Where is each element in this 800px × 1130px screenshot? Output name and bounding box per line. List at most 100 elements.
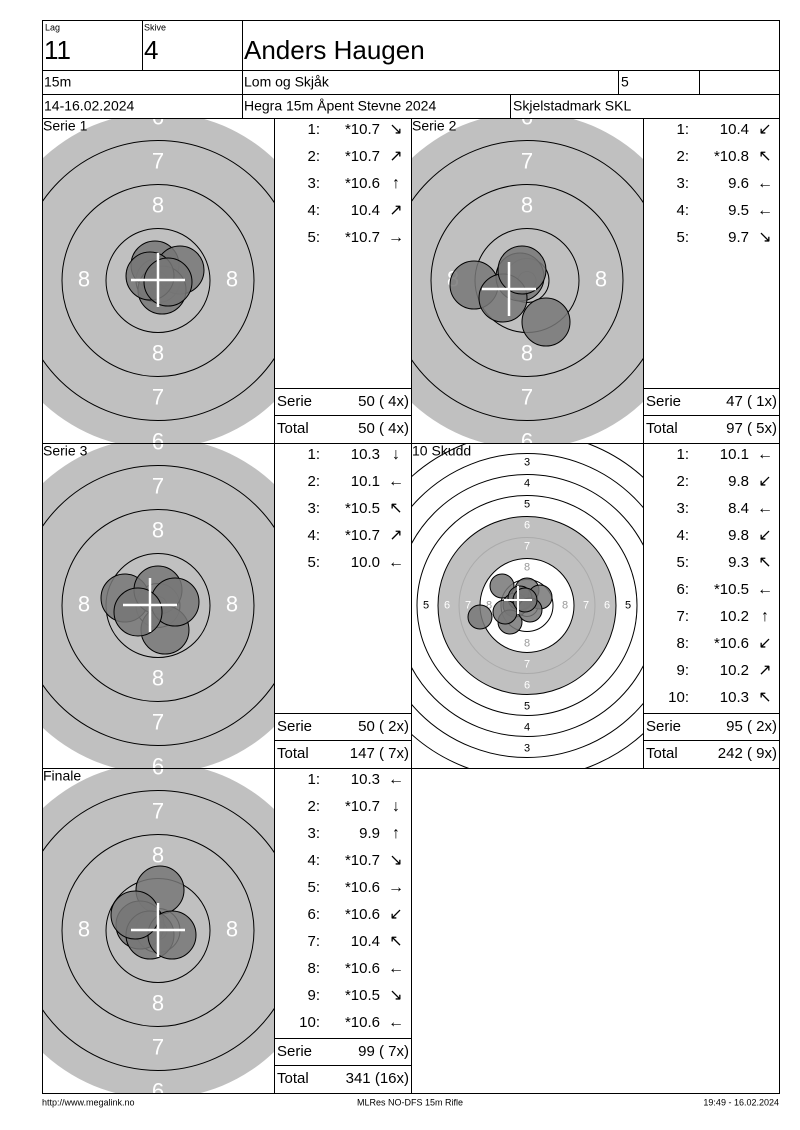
ring-label: 6 bbox=[444, 599, 450, 611]
shot-score: *10.8 bbox=[714, 148, 749, 165]
shot-direction: ↓ bbox=[392, 446, 400, 463]
shot-number: 2: bbox=[307, 798, 320, 815]
ring-label: 8 bbox=[152, 990, 164, 1015]
ring-label: 7 bbox=[521, 384, 533, 409]
ring-label: 7 bbox=[152, 148, 164, 173]
club: Lom og Skjåk bbox=[244, 74, 330, 90]
total-score: 50 ( 4x) bbox=[358, 420, 409, 437]
ring-label: 8 bbox=[152, 665, 164, 690]
shot-direction: ← bbox=[757, 175, 773, 192]
panel-title: Serie 2 bbox=[412, 118, 457, 134]
ring-label: 6 bbox=[521, 428, 533, 453]
shot-number: 4: bbox=[307, 852, 320, 869]
shot-number: 3: bbox=[307, 825, 320, 842]
ring-label: 6 bbox=[604, 599, 610, 611]
shot-score: *10.6 bbox=[714, 635, 749, 652]
shot-number: 2: bbox=[307, 148, 320, 165]
organizer: Skjelstadmark SKL bbox=[513, 98, 631, 114]
shot-direction: ↗ bbox=[389, 527, 402, 544]
shot-hole bbox=[489, 573, 515, 599]
shot-direction: ← bbox=[388, 960, 404, 977]
shot-direction: ↑ bbox=[392, 825, 400, 842]
shot-direction: ↙ bbox=[758, 527, 771, 544]
ring-label: 5 bbox=[423, 599, 429, 611]
shot-direction: ↑ bbox=[392, 175, 400, 192]
ring-label: 7 bbox=[524, 658, 530, 670]
shot-direction: ← bbox=[388, 554, 404, 571]
lag-label: Lag bbox=[45, 22, 60, 32]
shot-direction: ← bbox=[757, 202, 773, 219]
serie-score: 99 ( 7x) bbox=[358, 1043, 409, 1060]
ring-label: 8 bbox=[595, 266, 607, 291]
total-label: Total bbox=[277, 1070, 309, 1087]
shot-score: 10.2 bbox=[720, 662, 749, 679]
shot-number: 5: bbox=[307, 229, 320, 246]
shot-score: 10.4 bbox=[720, 121, 749, 138]
shot-score: 10.3 bbox=[351, 771, 380, 788]
ring-label: 8 bbox=[78, 591, 90, 616]
ring bbox=[412, 474, 643, 737]
shot-direction: ↙ bbox=[389, 906, 402, 923]
ring-label: 7 bbox=[521, 148, 533, 173]
shot-direction: ↘ bbox=[758, 229, 771, 246]
shot-hole bbox=[521, 297, 571, 347]
shot-score: 10.3 bbox=[720, 689, 749, 706]
shot-score: *10.7 bbox=[345, 527, 380, 544]
ring-label: 8 bbox=[152, 842, 164, 867]
serie-label: Serie bbox=[646, 718, 681, 735]
footer-timestamp: 19:49 - 16.02.2024 bbox=[703, 1097, 779, 1107]
ring-label: 6 bbox=[524, 679, 530, 691]
ring bbox=[430, 184, 624, 377]
ring-label: 8 bbox=[152, 517, 164, 542]
ring-label: 6 bbox=[152, 429, 164, 454]
ring-label: 6 bbox=[152, 754, 164, 779]
shot-direction: ← bbox=[388, 771, 404, 788]
shot-number: 6: bbox=[676, 581, 689, 598]
shot-number: 4: bbox=[676, 527, 689, 544]
footer-program: MLRes NO-DFS 15m Rifle bbox=[357, 1097, 463, 1107]
shot-number: 6: bbox=[307, 906, 320, 923]
shot-number: 7: bbox=[676, 608, 689, 625]
shot-score: 10.3 bbox=[351, 446, 380, 463]
serie-label: Serie bbox=[646, 393, 681, 410]
shot-number: 5: bbox=[307, 879, 320, 896]
ring-label: 4 bbox=[524, 477, 530, 489]
shot-direction: ↙ bbox=[758, 121, 771, 138]
shot-score: 10.1 bbox=[351, 473, 380, 490]
ring-label: 8 bbox=[152, 192, 164, 217]
shot-number: 3: bbox=[676, 175, 689, 192]
shot-score: 10.4 bbox=[351, 202, 380, 219]
ring-label: 8 bbox=[226, 916, 238, 941]
ring-label: 7 bbox=[152, 384, 164, 409]
serie-score: 50 ( 2x) bbox=[358, 718, 409, 735]
shot-number: 2: bbox=[307, 473, 320, 490]
shot-hole bbox=[113, 587, 163, 637]
shot-score: *10.7 bbox=[345, 148, 380, 165]
ring-label: 8 bbox=[226, 266, 238, 291]
shot-score: *10.6 bbox=[345, 960, 380, 977]
date: 14-16.02.2024 bbox=[44, 98, 135, 114]
shot-score: *10.6 bbox=[345, 879, 380, 896]
shot-direction: ↘ bbox=[389, 987, 402, 1004]
ring bbox=[458, 537, 596, 674]
shot-score: *10.7 bbox=[345, 798, 380, 815]
serie-label: Serie bbox=[277, 1043, 312, 1060]
ring-label: 8 bbox=[562, 599, 568, 611]
shot-score: *10.6 bbox=[345, 906, 380, 923]
shooter-name: Anders Haugen bbox=[244, 35, 425, 65]
shot-number: 1: bbox=[676, 121, 689, 138]
shot-score: *10.6 bbox=[345, 175, 380, 192]
shot-direction: ↖ bbox=[389, 933, 402, 950]
shot-number: 5: bbox=[676, 554, 689, 571]
shot-score: 9.5 bbox=[728, 202, 749, 219]
total-label: Total bbox=[277, 420, 309, 437]
shot-direction: ↑ bbox=[761, 608, 769, 625]
ring bbox=[43, 790, 274, 1071]
ring-label: 7 bbox=[152, 709, 164, 734]
shot-number: 4: bbox=[307, 202, 320, 219]
shot-number: 1: bbox=[307, 771, 320, 788]
panel-title: 10 Skudd bbox=[412, 443, 471, 459]
total-score: 97 ( 5x) bbox=[726, 420, 777, 437]
total-label: Total bbox=[646, 420, 678, 437]
ring-label: 7 bbox=[152, 1034, 164, 1059]
